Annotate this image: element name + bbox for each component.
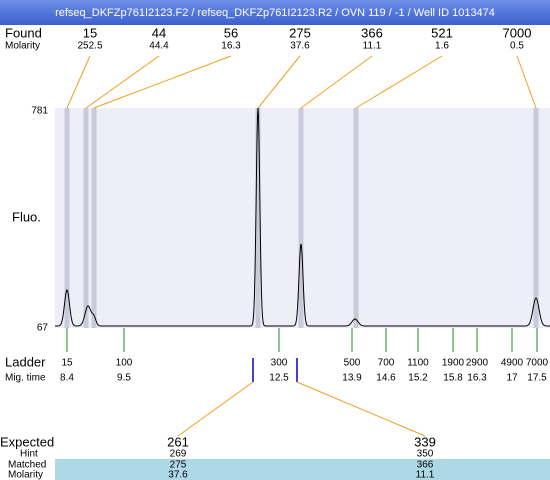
found-connector — [516, 55, 537, 109]
matched-value: 366 — [417, 460, 434, 471]
found-molarity: 37.6 — [290, 41, 310, 52]
ladder-size: 1900 — [442, 358, 465, 369]
matched-value: 275 — [170, 460, 187, 471]
expected-value: 261 — [167, 434, 189, 449]
found-molarity-label: Molarity — [5, 41, 40, 52]
peak-band — [91, 108, 97, 328]
found-connector — [355, 55, 443, 109]
trace — [55, 107, 550, 327]
peak-band — [533, 108, 539, 328]
mig-time: 16.3 — [467, 373, 487, 384]
found-size: 275 — [289, 25, 311, 40]
found-connector — [85, 55, 160, 109]
found-size: 56 — [224, 25, 238, 40]
mig-time: 12.5 — [269, 373, 289, 384]
found-connector — [257, 55, 301, 109]
matched-band — [55, 459, 550, 480]
peak-band — [83, 108, 89, 328]
ladder-size: 4900 — [501, 358, 524, 369]
found-molarity: 0.5 — [510, 41, 524, 52]
found-size: 366 — [361, 25, 383, 40]
ladder-size: 7000 — [526, 358, 549, 369]
hint-label: Hint — [20, 449, 38, 460]
hint-value: 269 — [170, 449, 187, 460]
found-size: 44 — [152, 25, 166, 40]
ladder-size: 700 — [378, 358, 395, 369]
ladder-size: 2900 — [466, 358, 489, 369]
hint-value: 350 — [417, 449, 434, 460]
expected-value: 339 — [414, 434, 436, 449]
found-molarity: 252.5 — [77, 41, 102, 52]
ladder-size: 1100 — [407, 358, 429, 369]
mig-time: 17.5 — [527, 373, 547, 384]
mig-time: 8.4 — [60, 373, 74, 384]
peak-band — [64, 108, 70, 328]
expected-molarity: 11.1 — [416, 470, 435, 480]
title: refseq_DKFZp761I2123.F2 / refseq_DKFZp76… — [55, 7, 495, 19]
mig-time: 15.2 — [408, 373, 428, 384]
expected-label: Expected — [0, 434, 54, 449]
mig-time: 17 — [506, 373, 518, 384]
mig-time: 9.5 — [117, 373, 131, 384]
mig-time: 15.8 — [443, 373, 463, 384]
found-molarity: 16.3 — [221, 41, 241, 52]
expected-molarity: 37.6 — [168, 470, 188, 480]
expected-molarity-label: Molarity — [8, 470, 43, 480]
found-label: Found — [5, 25, 42, 40]
matched-label: Matched — [8, 460, 46, 471]
ladder-size: 15 — [61, 358, 73, 369]
peak-band — [298, 108, 304, 328]
mig-time: 13.9 — [342, 373, 362, 384]
y-max-label: 781 — [31, 106, 48, 117]
found-connector — [66, 55, 91, 109]
expected-connector — [296, 381, 426, 437]
y-min-label: 67 — [37, 323, 49, 334]
peak-band — [353, 108, 359, 328]
found-size: 521 — [431, 25, 453, 40]
peak-band — [255, 108, 261, 328]
ladder-label: Ladder — [5, 354, 46, 369]
found-connector — [300, 55, 373, 109]
title-bar — [0, 0, 550, 25]
mig-time-label: Mig. time — [5, 373, 46, 384]
found-size: 7000 — [503, 25, 532, 40]
ladder-size: 100 — [116, 358, 133, 369]
ladder-size: 500 — [344, 358, 361, 369]
found-connector — [93, 55, 232, 109]
found-molarity: 44.4 — [149, 41, 169, 52]
ladder-size: 300 — [271, 358, 288, 369]
y-axis-label: Fluo. — [12, 209, 41, 224]
found-size: 15 — [83, 25, 97, 40]
found-molarity: 1.6 — [435, 41, 449, 52]
expected-connector — [177, 381, 254, 437]
found-molarity: 11.1 — [363, 41, 382, 52]
mig-time: 14.6 — [376, 373, 396, 384]
